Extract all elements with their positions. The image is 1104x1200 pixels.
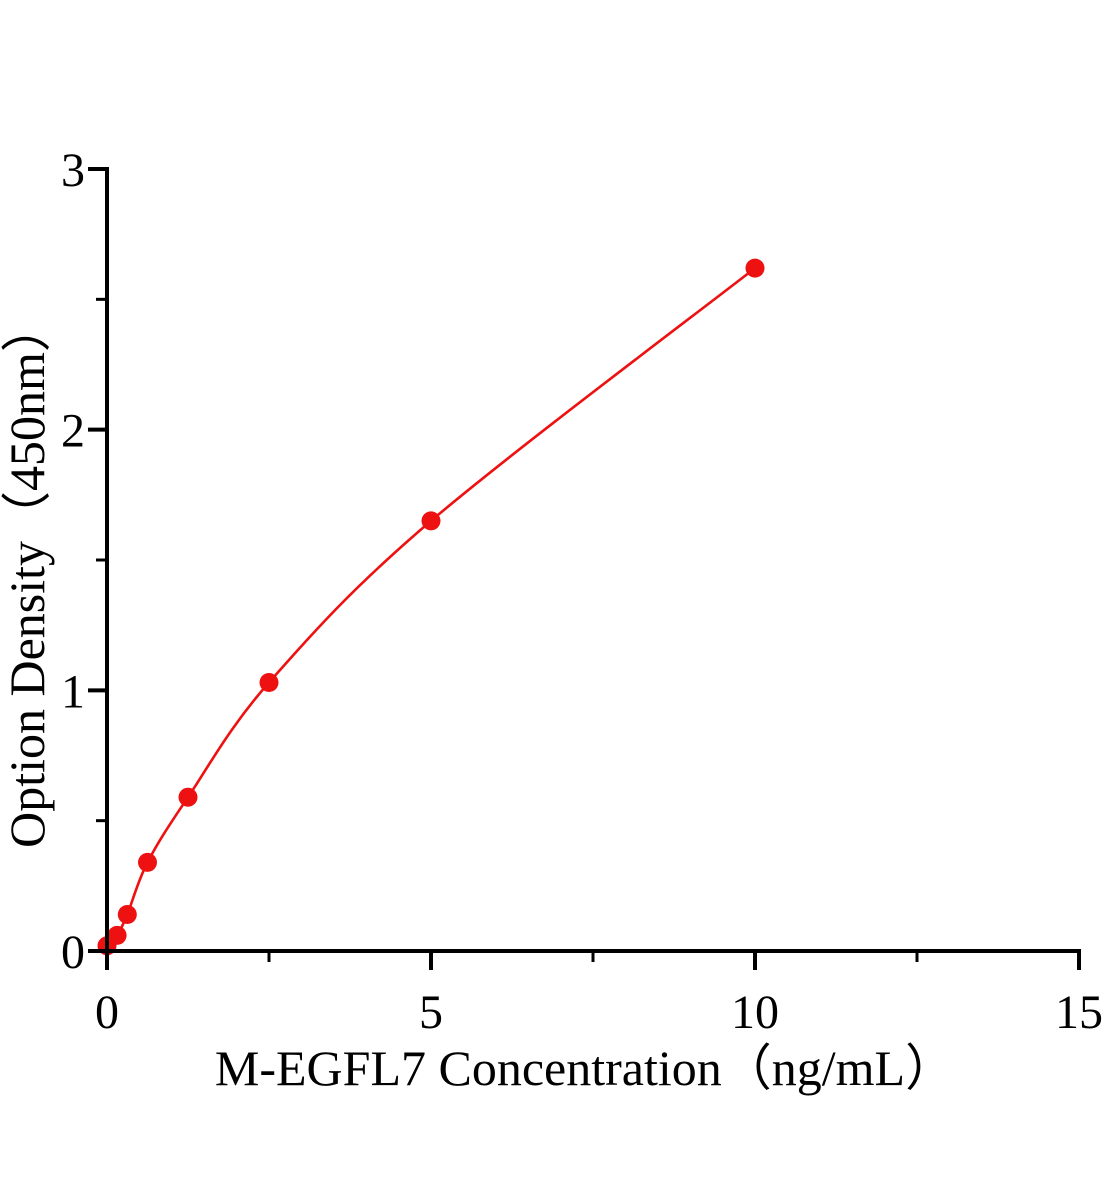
y-tick-label: 0 (61, 926, 85, 979)
data-point (107, 925, 127, 945)
fit-curve (106, 267, 756, 947)
y-tick-label: 2 (61, 405, 85, 458)
data-point (745, 258, 765, 278)
x-axis-title: M-EGFL7 Concentration（ng/mL） (215, 1040, 955, 1096)
y-tick-label: 3 (61, 144, 85, 197)
y-tick-label: 1 (61, 665, 85, 718)
x-tick-label: 5 (419, 986, 443, 1039)
data-point (138, 852, 157, 872)
data-point (117, 905, 137, 924)
axis-layer (88, 167, 1081, 970)
x-tick-label: 10 (731, 986, 779, 1039)
tick-label-layer: 0 5 10 15 0 1 2 3 (61, 144, 1103, 1039)
data-layer (97, 258, 765, 956)
y-axis-title: Option Density（450nm） (0, 302, 55, 848)
x-tick-label: 0 (95, 986, 119, 1039)
x-tick-label: 15 (1055, 986, 1103, 1039)
data-point (259, 673, 279, 692)
data-point (178, 787, 198, 807)
data-point (421, 511, 441, 531)
